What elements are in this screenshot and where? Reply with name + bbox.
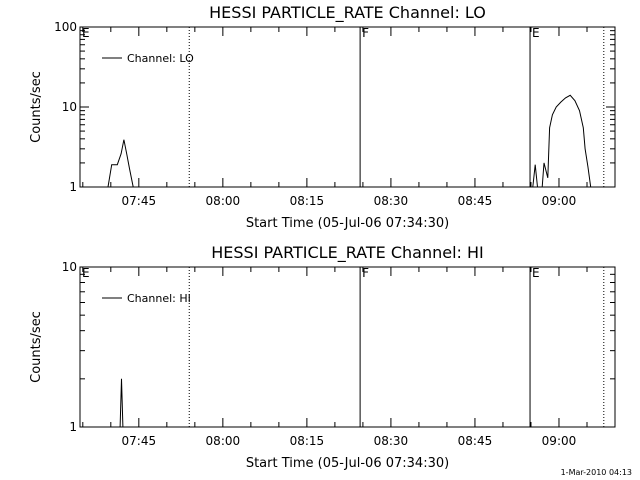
series-line: [119, 378, 124, 428]
series-line: [107, 94, 592, 188]
x-tick-label: 08:00: [206, 194, 241, 208]
footer-timestamp-wrap: 1-Mar-2010 04:13: [561, 468, 632, 477]
x-tick-label: 08:15: [290, 434, 325, 448]
y-tick-label: 10: [62, 260, 77, 274]
y-tick-label: 1: [69, 180, 77, 194]
x-tick-label: 09:00: [542, 434, 577, 448]
legend-entry: Channel: LO: [127, 52, 194, 65]
chart-panel-2: HESSI PARTICLE_RATE Channel: HI Counts/se…: [29, 243, 616, 471]
y-tick-label: 10: [62, 100, 77, 114]
y-axis-label: Counts/sec: [29, 311, 44, 383]
event-marker-label: E: [532, 266, 540, 280]
chart-panel-1: HESSI PARTICLE_RATE Channel: LO Counts/se…: [29, 3, 616, 231]
plot-frame: [79, 26, 616, 188]
x-tick-label: 08:15: [290, 194, 325, 208]
plot-frame: [79, 266, 616, 428]
chart-title: HESSI PARTICLE_RATE Channel: HI: [211, 243, 484, 263]
x-tick-label: 08:30: [374, 194, 409, 208]
x-axis-label: Start Time (05-Jul-06 07:34:30): [246, 456, 449, 471]
legend-entry: Channel: HI: [127, 292, 191, 305]
chart-title: HESSI PARTICLE_RATE Channel: LO: [209, 3, 486, 23]
footer-timestamp: 1-Mar-2010 04:13: [560, 468, 632, 477]
x-tick-label: 08:45: [458, 434, 493, 448]
event-marker-label: F: [362, 266, 369, 280]
y-tick-label: 100: [54, 20, 77, 34]
x-tick-label: 08:00: [206, 434, 241, 448]
x-tick-label: 07:45: [122, 194, 157, 208]
y-axis-label: Counts/sec: [29, 71, 44, 143]
y-tick-label: 1: [69, 420, 77, 434]
event-marker-label: E: [532, 26, 540, 40]
x-tick-label: 08:30: [374, 434, 409, 448]
x-tick-label: 07:45: [122, 434, 157, 448]
event-marker-label: E: [82, 26, 90, 40]
event-marker-label: F: [362, 26, 369, 40]
event-marker-label: E: [82, 266, 90, 280]
x-axis-label: Start Time (05-Jul-06 07:34:30): [246, 216, 449, 231]
x-tick-label: 08:45: [458, 194, 493, 208]
x-tick-label: 09:00: [542, 194, 577, 208]
